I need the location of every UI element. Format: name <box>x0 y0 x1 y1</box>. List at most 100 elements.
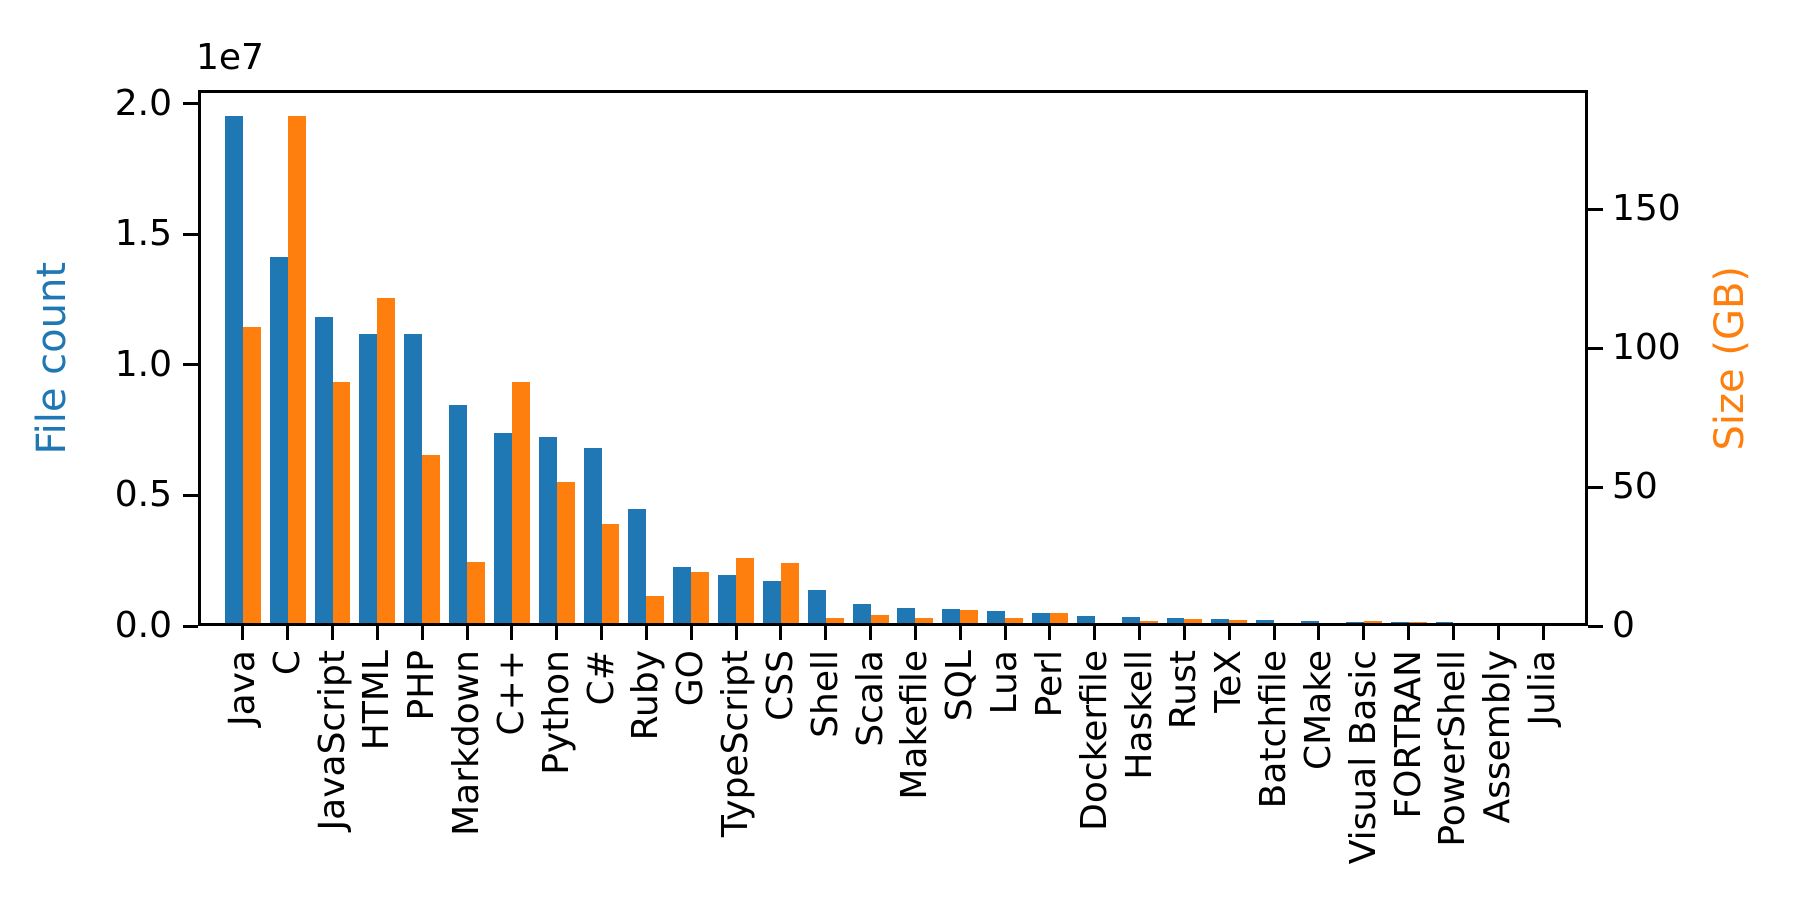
bar-size-gb-makefile <box>915 617 934 626</box>
x-axis-tick-label-ruby: Ruby <box>625 650 667 741</box>
bar-file-count-javascript <box>314 316 333 626</box>
bar-file-count-css <box>762 580 781 626</box>
x-axis-tick-label-css: CSS <box>759 650 801 721</box>
bar-size-gb-javascript <box>332 382 351 626</box>
x-axis-tick <box>1451 626 1455 640</box>
bar-file-count-lua <box>987 610 1006 626</box>
x-axis-tick-label-fortran: FORTRAN <box>1387 650 1429 819</box>
bar-file-count-rust <box>1166 617 1185 626</box>
x-axis-tick <box>1138 626 1142 640</box>
bar-size-gb-php <box>422 455 441 626</box>
x-axis-tick <box>555 626 559 640</box>
x-axis-tick <box>465 626 469 640</box>
bar-size-gb-shell <box>825 617 844 626</box>
right-axis-tick-label: 100 <box>1612 327 1681 369</box>
x-axis-tick <box>644 626 648 640</box>
left-axis-tick-label: 0.5 <box>114 474 172 516</box>
bar-size-gb-sql <box>960 610 979 626</box>
right-axis-tick-label: 50 <box>1612 466 1658 508</box>
x-axis-tick <box>824 626 828 640</box>
left-axis-tick-label: 1.5 <box>114 213 172 255</box>
x-axis-tick-label-shell: Shell <box>804 650 846 738</box>
x-axis-tick-label-sql: SQL <box>939 650 981 722</box>
x-axis-tick-label-php: PHP <box>401 650 443 721</box>
left-axis-tick <box>183 232 198 236</box>
x-axis-tick-label-cmake: CMake <box>1297 650 1339 770</box>
left-axis-tick <box>183 493 198 497</box>
x-axis-tick <box>1496 626 1500 640</box>
x-axis-tick-label-batchfile: Batchfile <box>1253 650 1295 809</box>
bar-size-gb-markdown <box>467 561 485 626</box>
x-axis-tick <box>1272 626 1276 640</box>
right-axis-tick <box>1588 624 1603 628</box>
bar-file-count-typescript <box>718 575 737 626</box>
bar-size-gb-perl <box>1049 612 1068 626</box>
x-axis-tick-label-perl: Perl <box>1028 650 1070 718</box>
left-axis-tick-label: 2.0 <box>114 82 172 124</box>
bar-file-count-java <box>224 115 243 626</box>
x-axis-tick-label-c: C++ <box>490 650 532 736</box>
bar-file-count-python <box>538 437 557 626</box>
bar-file-count-go <box>673 566 692 626</box>
bar-file-count-dockerfile <box>1076 616 1095 626</box>
bar-size-gb-go <box>691 572 710 626</box>
x-axis-tick-label-markdown: Markdown <box>446 650 488 836</box>
right-axis-tick <box>1588 485 1603 489</box>
x-axis-tick-label-julia: Julia <box>1522 650 1564 726</box>
x-axis-tick-label-visual-basic: Visual Basic <box>1342 650 1384 865</box>
bar-file-count-haskell <box>1121 617 1140 626</box>
bar-size-gb-c <box>601 523 620 626</box>
x-axis-tick <box>241 626 245 640</box>
right-axis-tick-label: 150 <box>1612 188 1681 230</box>
x-axis-tick <box>1003 626 1007 640</box>
x-axis-tick-label-powershell: PowerShell <box>1432 650 1474 847</box>
bar-file-count-markdown <box>449 404 468 626</box>
x-axis-tick-label-scala: Scala <box>849 650 891 747</box>
bar-size-gb-ruby <box>646 595 665 626</box>
x-axis-tick <box>1048 626 1052 640</box>
bar-file-count-makefile <box>897 608 916 626</box>
x-axis-tick <box>1407 626 1411 640</box>
bar-file-count-ruby <box>628 509 647 626</box>
left-axis-tick <box>183 363 198 367</box>
left-axis-offset-text: 1e7 <box>196 37 264 78</box>
x-axis-tick <box>1317 626 1321 640</box>
x-axis-tick <box>1362 626 1366 640</box>
left-axis-tick <box>183 102 198 106</box>
x-axis-tick <box>734 626 738 640</box>
right-axis-tick-label: 0 <box>1612 605 1635 646</box>
x-axis-tick <box>420 626 424 640</box>
x-axis-tick <box>600 626 604 640</box>
x-axis-tick-label-java: Java <box>221 650 263 727</box>
x-axis-tick <box>510 626 514 640</box>
bar-size-gb-rust <box>1184 618 1203 626</box>
bar-size-gb-c <box>511 382 530 626</box>
bar-file-count-sql <box>942 608 961 626</box>
bar-file-count-perl <box>1032 612 1050 626</box>
right-axis-tick <box>1588 207 1603 211</box>
bar-file-count-scala <box>852 604 871 626</box>
x-axis-tick <box>913 626 917 640</box>
x-axis-tick <box>286 626 290 640</box>
x-axis-tick-label-tex: TeX <box>1208 650 1250 713</box>
x-axis-tick-label-html: HTML <box>356 650 398 751</box>
bar-file-count-shell <box>807 589 826 626</box>
bar-size-gb-python <box>556 481 575 626</box>
plot-area <box>198 90 1588 626</box>
left-axis-tick-label: 1.0 <box>114 343 172 385</box>
bar-file-count-html <box>359 334 378 626</box>
x-axis-tick-label-makefile: Makefile <box>894 650 936 800</box>
x-axis-tick-label-rust: Rust <box>1163 650 1205 730</box>
x-axis-tick-label-c: C <box>266 650 308 676</box>
left-axis-tick <box>183 624 198 628</box>
x-axis-tick <box>869 626 873 640</box>
x-axis-tick-label-lua: Lua <box>984 650 1026 715</box>
x-axis-tick <box>1541 626 1545 640</box>
x-axis-tick-label-dockerfile: Dockerfile <box>1073 650 1115 831</box>
bar-file-count-c <box>493 433 512 626</box>
x-axis-tick <box>779 626 783 640</box>
left-axis-tick-label: 0.0 <box>114 605 172 646</box>
x-axis-tick <box>958 626 962 640</box>
bar-file-count-php <box>404 334 423 626</box>
